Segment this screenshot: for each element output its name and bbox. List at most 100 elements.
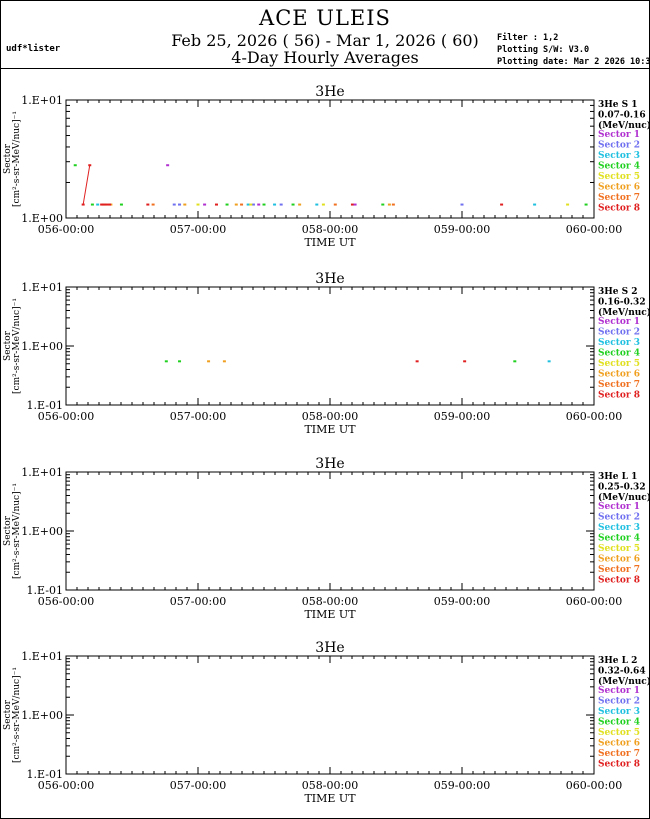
y-axis-units: [cm²-s-sr-MeV/nuc]⁻¹ [12,667,22,763]
y-tick-label: 1.E+01 [21,281,63,294]
data-point [178,203,182,206]
x-tick-label: 057-00:00 [170,223,226,236]
x-tick-label: 059-00:00 [434,779,490,792]
data-point [291,203,295,206]
data-point [246,203,250,206]
data-point [234,203,238,206]
data-point [251,203,255,206]
legend-entry: Sector 5 [598,544,640,554]
data-point [164,360,168,363]
data-point [273,203,277,206]
legend-title-line: (MeV/nuc) [598,120,650,131]
chart-title: 3He [315,84,344,100]
legend-entry: Sector 3 [598,523,640,533]
legend-title-line: 0.32-0.64 [598,667,646,677]
data-point [391,203,395,206]
x-tick-label: 056-00:00 [38,410,94,423]
legend-entry: Sector 2 [598,513,640,523]
legend-entry: Sector 6 [598,555,640,565]
data-point [73,164,77,167]
legend-entry: Sector 8 [598,760,640,770]
x-tick-label: 058-00:00 [302,410,358,423]
data-point [108,203,112,206]
x-tick-label: 060-00:00 [566,595,622,608]
legend-entry: Sector 1 [598,317,640,327]
data-point [463,360,467,363]
data-point [146,203,150,206]
x-tick-label: 059-00:00 [434,410,490,423]
data-point [513,360,517,363]
data-point [321,203,325,206]
legend-entry: Sector 8 [598,391,640,401]
y-axis-units: [cm²-s-sr-MeV/nuc]⁻¹ [12,298,22,394]
legend-entry: Sector 4 [598,718,640,728]
plot-area [65,655,595,775]
legend-title-line: 0.07-0.16 [598,111,646,121]
legend-entry: Sector 4 [598,349,640,359]
legend-entry: Sector 8 [598,576,640,586]
data-point [102,203,106,206]
legend-entry: Sector 6 [598,739,640,749]
legend-entry: Sector 4 [598,534,640,544]
data-point [257,203,261,206]
data-point [90,203,94,206]
legend-title-line: (MeV/nuc) [598,307,650,318]
x-tick-label: 058-00:00 [302,223,358,236]
data-point [387,203,391,206]
x-tick-label: 060-00:00 [566,223,622,236]
data-point [333,203,337,206]
plot-date-label: Plotting date: Mar 2 2026 10:32 [497,57,650,67]
x-tick-label: 060-00:00 [566,410,622,423]
plot-area [65,471,595,591]
data-point [350,203,354,206]
x-tick-label: 057-00:00 [170,595,226,608]
data-point [203,203,207,206]
page-title: ACE ULEIS [259,6,391,30]
x-axis-label: TIME UT [304,423,356,436]
legend-entry: Sector 6 [598,183,640,193]
plot-area [65,286,595,406]
legend-entry: Sector 2 [598,328,640,338]
y-tick-label: 1.E+00 [21,212,63,225]
series-line [82,165,91,205]
data-point [100,203,104,206]
legend-title-line: 3He S 1 [598,100,638,110]
user-label: udf*lister [6,44,61,54]
x-tick-label: 056-00:00 [38,779,94,792]
data-point [240,203,244,206]
x-axis-label: TIME UT [304,608,356,621]
averaging-label: 4-Day Hourly Averages [231,48,419,67]
legend-entry: Sector 2 [598,141,640,151]
data-point [279,203,283,206]
y-axis-label: Sector [3,330,13,361]
software-label: Plotting S/W: V3.0 [497,45,590,55]
data-point [584,203,588,206]
legend-entry: Sector 7 [598,193,640,203]
data-point [96,203,100,206]
y-tick-label: 1.E+00 [21,340,63,353]
chart-title: 3He [315,640,344,656]
legend-title-line: (MeV/nuc) [598,492,650,503]
y-axis-label: Sector [3,143,13,174]
x-tick-label: 058-00:00 [302,595,358,608]
y-tick-label: 1.E+00 [21,709,63,722]
legend-entry: Sector 4 [598,162,640,172]
legend-title-line: (MeV/nuc) [598,676,650,687]
legend-title-line: 3He L 1 [598,472,637,482]
chart-title: 3He [315,456,344,472]
legend-title-line: 0.16-0.32 [598,298,646,308]
x-axis-label: TIME UT [304,236,356,249]
y-tick-label: 1.E-01 [27,584,63,597]
legend-entry: Sector 2 [598,697,640,707]
data-point [315,203,319,206]
data-point [225,203,229,206]
data-point [353,203,357,206]
x-tick-label: 058-00:00 [302,779,358,792]
data-point [183,203,187,206]
legend-title-line: 0.25-0.32 [598,483,646,493]
data-point [381,203,385,206]
legend-entry: Sector 7 [598,565,640,575]
legend-entry: Sector 3 [598,151,640,161]
legend-entry: Sector 1 [598,502,640,512]
